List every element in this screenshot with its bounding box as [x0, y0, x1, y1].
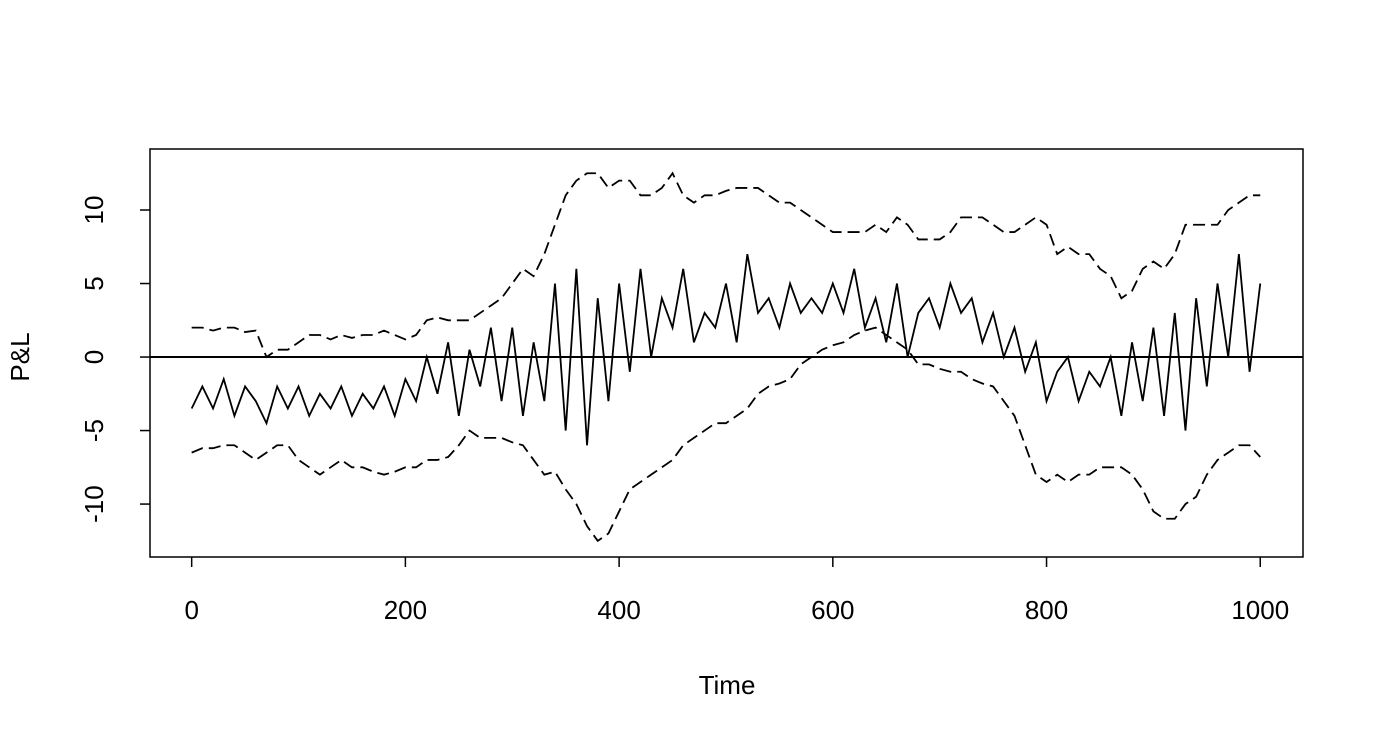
x-tick-label: 800	[1025, 595, 1068, 625]
x-tick-label: 400	[597, 595, 640, 625]
x-axis-label: Time	[699, 670, 756, 700]
line-series	[191, 171, 1261, 359]
x-tick-label: 1000	[1231, 595, 1289, 625]
y-tick-label: 0	[79, 350, 109, 364]
y-axis-label: P&L	[5, 332, 35, 381]
y-tick-label: 10	[79, 196, 109, 225]
y-tick-label: -5	[79, 419, 109, 442]
line-series	[191, 326, 1261, 543]
x-tick-label: 0	[184, 595, 198, 625]
x-tick-label: 600	[811, 595, 854, 625]
y-tick-label: -10	[79, 485, 109, 523]
line-series	[190, 253, 1262, 446]
y-tick-label: 5	[79, 276, 109, 290]
plot-frame	[149, 148, 1304, 558]
x-tick-label: 200	[384, 595, 427, 625]
